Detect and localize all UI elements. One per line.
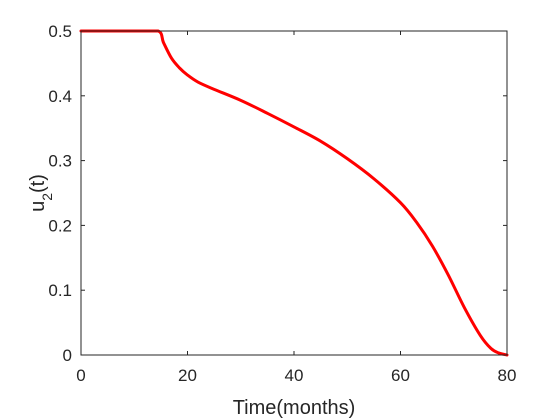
- x-axis-title: Time(months): [233, 397, 356, 419]
- y-tick-label: 0.1: [48, 281, 72, 300]
- tick-labels: 0 20 40 60 80 0 0.1 0.2 0.3 0.4 0.5: [48, 22, 516, 385]
- series-line-u2: [79, 29, 509, 357]
- y-tick-label: 0.4: [48, 87, 72, 106]
- y-tick-label: 0: [63, 346, 72, 365]
- y-tick-label: 0.5: [48, 22, 72, 41]
- x-tick-label: 40: [285, 366, 304, 385]
- x-tick-label: 0: [76, 366, 85, 385]
- x-tick-label: 80: [498, 366, 517, 385]
- y-axis-title-subscript: 2: [39, 193, 55, 201]
- x-tick-label: 60: [391, 366, 410, 385]
- y-tick-label: 0.3: [48, 152, 72, 171]
- y-axis-title-suffix: (t): [27, 174, 49, 193]
- series-layer: [79, 29, 509, 357]
- x-tick-label: 20: [178, 366, 197, 385]
- plot-area: [81, 31, 507, 355]
- y-axis-title-main: u: [27, 201, 49, 212]
- plot-frame: [80, 30, 508, 356]
- y-tick-label: 0.2: [48, 216, 72, 235]
- y-axis-title: u2(t): [27, 174, 55, 212]
